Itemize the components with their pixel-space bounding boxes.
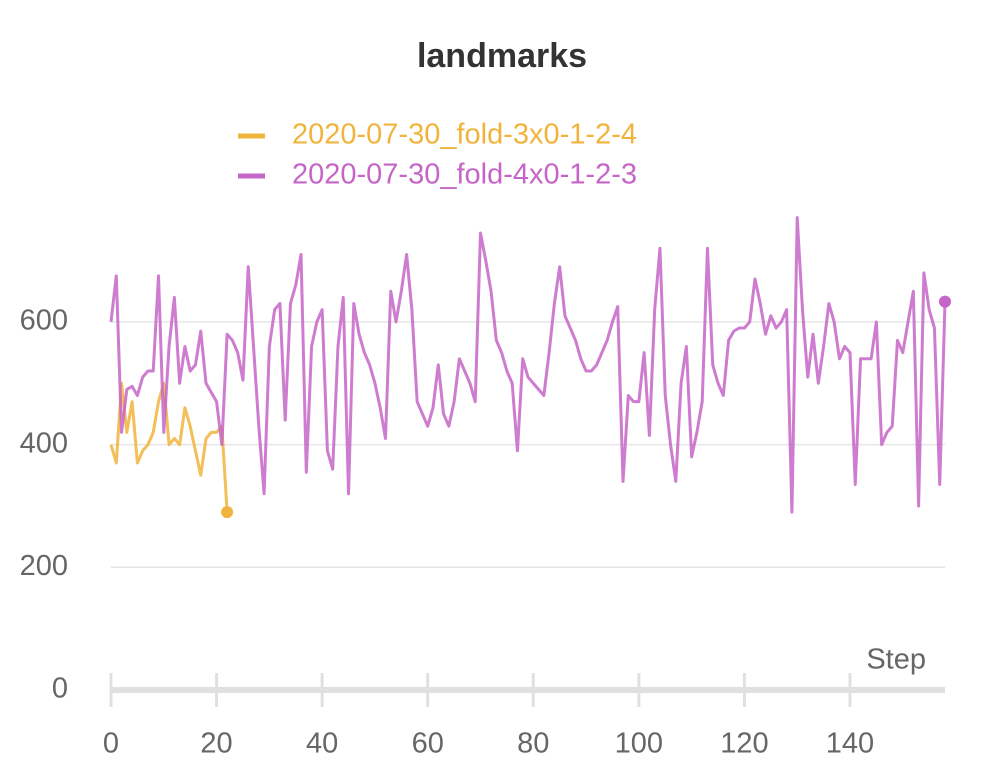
x-tick-label: 120: [720, 728, 768, 760]
y-tick-label: 600: [20, 305, 68, 337]
legend-label: 2020-07-30_fold-4x0-1-2-3: [292, 159, 637, 191]
series-line: [109, 216, 947, 514]
y-tick-label: 0: [52, 673, 68, 705]
series-line: [109, 381, 229, 513]
chart-title: landmarks: [417, 37, 587, 75]
end-point: [221, 506, 234, 519]
y-tick-label: 400: [20, 427, 68, 459]
x-tick-label: 140: [826, 728, 874, 760]
legend-label: 2020-07-30_fold-3x0-1-2-4: [292, 119, 637, 151]
end-point: [939, 295, 951, 308]
x-tick-label: 40: [306, 728, 338, 760]
x-tick-label: 0: [103, 728, 119, 760]
x-tick-label: 60: [412, 728, 444, 760]
x-axis-label: Step: [866, 644, 926, 676]
x-tick-label: 100: [615, 728, 663, 760]
x-tick-label: 20: [200, 728, 232, 760]
x-tick-label: 80: [517, 728, 549, 760]
y-tick-label: 200: [20, 550, 68, 582]
